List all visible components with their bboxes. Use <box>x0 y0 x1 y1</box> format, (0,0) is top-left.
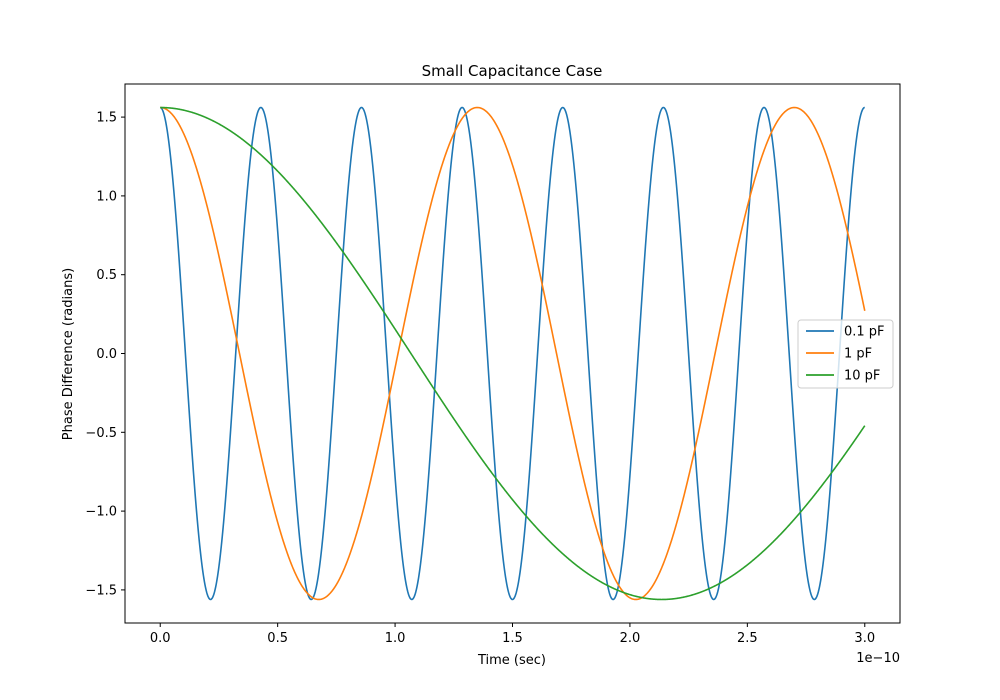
series-layer <box>159 106 866 601</box>
chart-title: Small Capacitance Case <box>422 62 603 80</box>
y-tick-label: −1.0 <box>85 505 117 520</box>
x-tick-label: 2.5 <box>737 631 758 646</box>
y-tick-label: 0.0 <box>96 347 117 362</box>
y-tick-label: 1.5 <box>96 111 117 126</box>
x-tick-label: 1.5 <box>502 631 523 646</box>
x-tick-label: 3.0 <box>854 631 875 646</box>
x-axis-label: Time (sec) <box>477 653 546 668</box>
y-tick-label: −0.5 <box>85 426 117 441</box>
series-line-1 <box>159 106 866 601</box>
legend-label-2: 10 pF <box>844 369 880 384</box>
y-tick-label: 1.0 <box>96 189 117 204</box>
x-axis: 0.0 0.5 1.0 1.5 2.0 2.5 3.0 <box>150 623 875 646</box>
y-tick-label: 0.5 <box>96 268 117 283</box>
legend: 0.1 pF 1 pF 10 pF <box>797 319 894 389</box>
x-tick-label: 2.0 <box>620 631 641 646</box>
legend-label-0: 0.1 pF <box>844 325 885 340</box>
legend-frame <box>797 319 894 389</box>
y-tick-label: −1.5 <box>85 583 117 598</box>
x-tick-label: 0.5 <box>267 631 288 646</box>
x-tick-label: 1.0 <box>385 631 406 646</box>
y-axis: 1.5 1.0 0.5 0.0 −0.5 −1.0 −1.5 <box>85 111 125 598</box>
series-line-0 <box>159 106 866 601</box>
x-offset-label: 1e−10 <box>856 651 900 666</box>
series-line-2 <box>159 106 866 601</box>
y-axis-label: Phase Difference (radians) <box>61 268 76 440</box>
legend-label-1: 1 pF <box>844 347 872 362</box>
x-tick-label: 0.0 <box>150 631 171 646</box>
